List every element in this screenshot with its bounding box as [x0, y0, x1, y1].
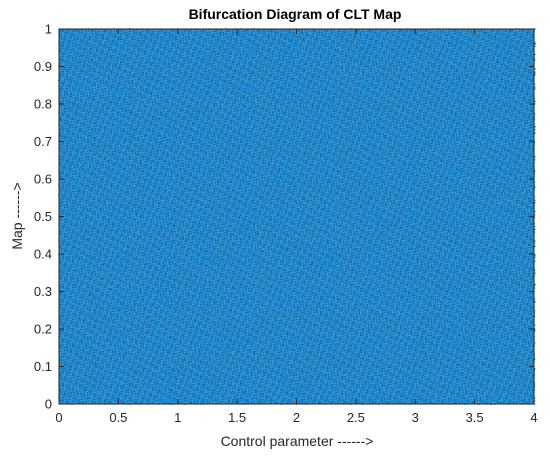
- x-tick-label: 1.5: [228, 410, 246, 425]
- y-tick-label: 0.6: [34, 172, 52, 187]
- y-axis-label: Map ------>: [9, 182, 25, 249]
- y-tick-label: 0.5: [34, 209, 52, 224]
- y-tick-label: 0: [45, 397, 52, 412]
- x-tick-label: 3: [412, 410, 419, 425]
- y-tick-label: 0.8: [34, 97, 52, 112]
- scatter-series: [58, 28, 536, 405]
- x-tick-label: 0.5: [109, 410, 127, 425]
- y-tick-label: 0.3: [34, 284, 52, 299]
- x-tick-label: 3.5: [466, 410, 484, 425]
- y-tick-label: 0.1: [34, 359, 52, 374]
- y-tick-label: 1: [45, 22, 52, 37]
- chart-title: Bifurcation Diagram of CLT Map: [189, 6, 402, 22]
- scatter-points: [58, 28, 536, 405]
- y-tick-label: 0.9: [34, 59, 52, 74]
- y-tick-label: 0.4: [34, 247, 52, 262]
- x-tick-label: 4: [530, 410, 537, 425]
- y-tick-label: 0.7: [34, 134, 52, 149]
- y-axis-ticks: 0 0.1 0.2 0.3 0.4 0.5 0.6 0.7 0.8 0.9 1: [34, 22, 534, 412]
- x-tick-label: 2.5: [347, 410, 365, 425]
- x-tick-label: 1: [174, 410, 181, 425]
- x-axis-ticks: 0 0.5 1 1.5 2 2.5 3 3.5 4: [55, 29, 538, 425]
- x-axis-label: Control parameter ------>: [221, 433, 374, 449]
- x-tick-label: 0: [55, 410, 62, 425]
- plot-area: [58, 28, 536, 405]
- x-tick-label: 2: [293, 410, 300, 425]
- y-tick-label: 0.2: [34, 322, 52, 337]
